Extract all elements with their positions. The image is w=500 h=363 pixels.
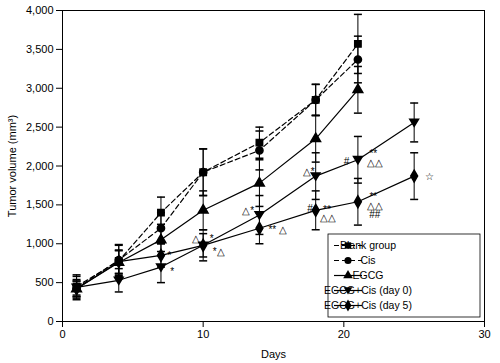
svg-text:Tumor volume (mm³): Tumor volume (mm³) <box>6 115 18 217</box>
svg-text:1,500: 1,500 <box>26 198 54 210</box>
svg-text:1,000: 1,000 <box>26 237 54 249</box>
svg-text:Days: Days <box>261 348 287 360</box>
svg-text:Blank group: Blank group <box>340 239 396 251</box>
svg-text:△*: △* <box>303 166 315 177</box>
svg-text:△: △ <box>192 233 200 244</box>
svg-text:#: # <box>307 203 313 214</box>
svg-text:20: 20 <box>338 328 350 340</box>
svg-text:2,000: 2,000 <box>26 160 54 172</box>
svg-text:0: 0 <box>47 315 53 327</box>
svg-text:△△: △△ <box>320 212 336 223</box>
svg-text:** △: ** △ <box>268 224 287 235</box>
svg-text:0: 0 <box>59 328 65 340</box>
svg-text:△*: △* <box>242 205 254 216</box>
svg-text:*: * <box>210 233 214 244</box>
svg-text:4,000: 4,000 <box>26 4 54 16</box>
svg-text:2,500: 2,500 <box>26 121 54 133</box>
svg-text:30: 30 <box>478 328 490 340</box>
svg-text:EGCG+Cis (day 0): EGCG+Cis (day 0) <box>324 284 412 296</box>
svg-text:EGCG+Cis (day 5): EGCG+Cis (day 5) <box>324 299 412 311</box>
svg-text:#: # <box>344 156 350 167</box>
svg-text:10: 10 <box>197 328 209 340</box>
svg-text:##: ## <box>369 209 381 220</box>
svg-text:EGCG: EGCG <box>353 269 384 281</box>
svg-text:*: * <box>170 266 174 277</box>
svg-text:3,500: 3,500 <box>26 43 54 55</box>
svg-text:500: 500 <box>35 276 53 288</box>
svg-text:☆: ☆ <box>425 171 434 182</box>
svg-text:*: * <box>167 250 171 261</box>
svg-text:*△: *△ <box>213 246 225 257</box>
svg-text:△△: △△ <box>367 157 383 168</box>
svg-text:3,000: 3,000 <box>26 82 54 94</box>
svg-text:Cis: Cis <box>360 254 375 266</box>
